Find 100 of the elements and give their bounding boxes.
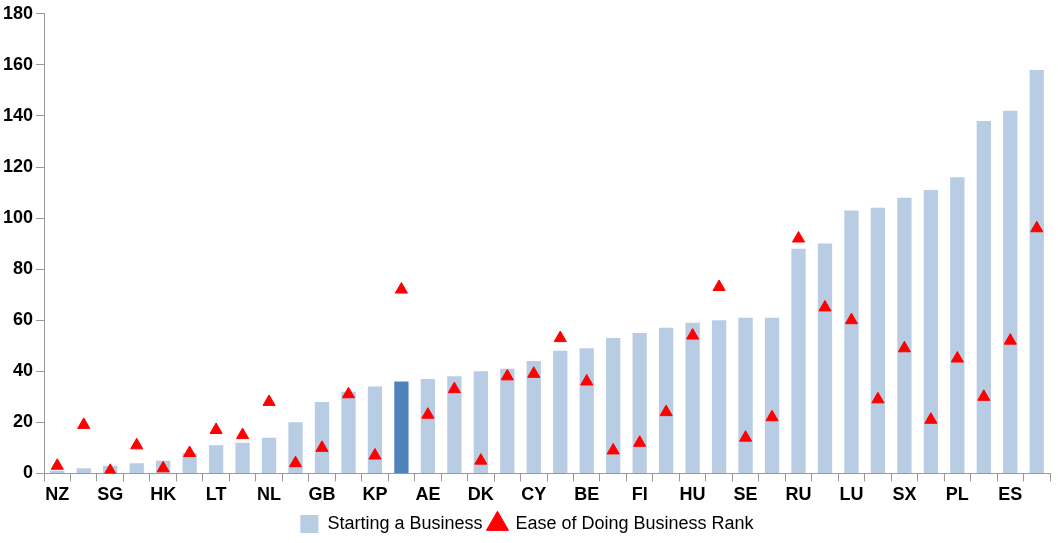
y-tick-label: 0 — [23, 462, 34, 483]
bar — [235, 442, 250, 473]
point — [262, 394, 276, 406]
x-tick-label: SG — [97, 484, 124, 505]
point — [474, 453, 488, 465]
point — [447, 381, 461, 394]
x-tick-label: FI — [631, 484, 648, 505]
point — [686, 328, 700, 340]
x-tick-label: CY — [521, 484, 547, 505]
x-tick-label: SX — [892, 484, 917, 505]
bar — [764, 317, 780, 473]
x-tick-label: GB — [308, 484, 336, 505]
bar — [447, 376, 462, 473]
bar — [473, 371, 488, 473]
bar — [129, 463, 144, 473]
y-tick-label: 20 — [13, 411, 34, 432]
bar — [817, 243, 833, 473]
bar — [76, 468, 91, 473]
point — [77, 417, 91, 429]
bar — [526, 361, 541, 473]
point — [394, 282, 408, 294]
point — [553, 330, 567, 343]
point — [739, 430, 753, 442]
bar — [711, 320, 727, 473]
y-tick-label: 80 — [13, 258, 34, 279]
bar — [1003, 110, 1018, 473]
bar — [659, 327, 674, 473]
point — [500, 368, 514, 381]
point — [765, 409, 779, 422]
y-tick-label: 140 — [2, 104, 34, 125]
bar — [897, 197, 912, 473]
bar — [606, 338, 621, 473]
point — [818, 299, 832, 312]
point — [183, 445, 197, 457]
bar — [791, 248, 806, 473]
bar — [394, 381, 409, 473]
x-tick-label: BE — [574, 484, 600, 505]
x-tick-label: SE — [733, 484, 758, 505]
y-tick-label: 180 — [2, 2, 34, 23]
point — [659, 404, 673, 417]
point — [527, 366, 541, 378]
legend-label: Ease of Doing Business Rank — [515, 512, 755, 533]
point — [791, 230, 806, 243]
x-tick-label: PL — [945, 484, 969, 505]
bar — [923, 189, 939, 473]
bar — [579, 348, 594, 473]
bar — [553, 350, 568, 473]
point — [50, 458, 64, 470]
bar — [208, 445, 224, 473]
bar — [738, 317, 753, 473]
bar — [870, 207, 886, 473]
bar — [261, 437, 277, 473]
x-tick-label: ES — [998, 484, 1023, 505]
point — [606, 442, 620, 455]
point — [130, 437, 144, 450]
bar — [420, 378, 436, 473]
bar — [367, 386, 383, 473]
point — [341, 386, 356, 399]
y-tick-label: 100 — [2, 207, 34, 228]
x-tick-label: NZ — [45, 484, 70, 505]
bar — [632, 332, 647, 473]
y-tick-label: 40 — [13, 360, 34, 381]
x-tick-label: HU — [679, 484, 706, 505]
bar — [844, 210, 859, 473]
point — [1030, 220, 1044, 233]
x-tick-label: KP — [362, 484, 388, 505]
point — [209, 422, 223, 434]
point — [950, 351, 964, 363]
x-tick-label: AE — [415, 484, 441, 505]
bar — [685, 322, 700, 473]
point — [368, 448, 382, 460]
bar — [314, 401, 330, 473]
y-tick-label: 160 — [2, 53, 34, 74]
bar — [1029, 69, 1044, 473]
x-tick-label: LT — [205, 484, 227, 505]
point — [712, 279, 726, 292]
point — [633, 435, 647, 447]
x-tick-label: DK — [467, 484, 494, 505]
x-tick-label: RU — [785, 484, 812, 505]
y-tick-label: 60 — [13, 309, 34, 330]
point — [977, 389, 991, 401]
x-tick-label: NL — [257, 484, 282, 505]
point — [924, 412, 938, 424]
bar — [950, 177, 965, 473]
bar — [341, 391, 356, 473]
legend-label: Starting a Business — [327, 512, 483, 533]
point — [871, 391, 885, 404]
point — [580, 373, 594, 386]
bar — [500, 368, 515, 473]
point — [315, 440, 329, 452]
point — [844, 312, 859, 325]
bar — [50, 470, 65, 473]
point — [897, 340, 911, 353]
point — [421, 407, 435, 419]
x-tick-label: HK — [150, 484, 177, 505]
point — [236, 427, 250, 440]
x-tick-label: LU — [839, 484, 864, 505]
bar — [976, 121, 991, 473]
y-tick-label: 120 — [2, 155, 34, 176]
point — [1003, 333, 1017, 345]
